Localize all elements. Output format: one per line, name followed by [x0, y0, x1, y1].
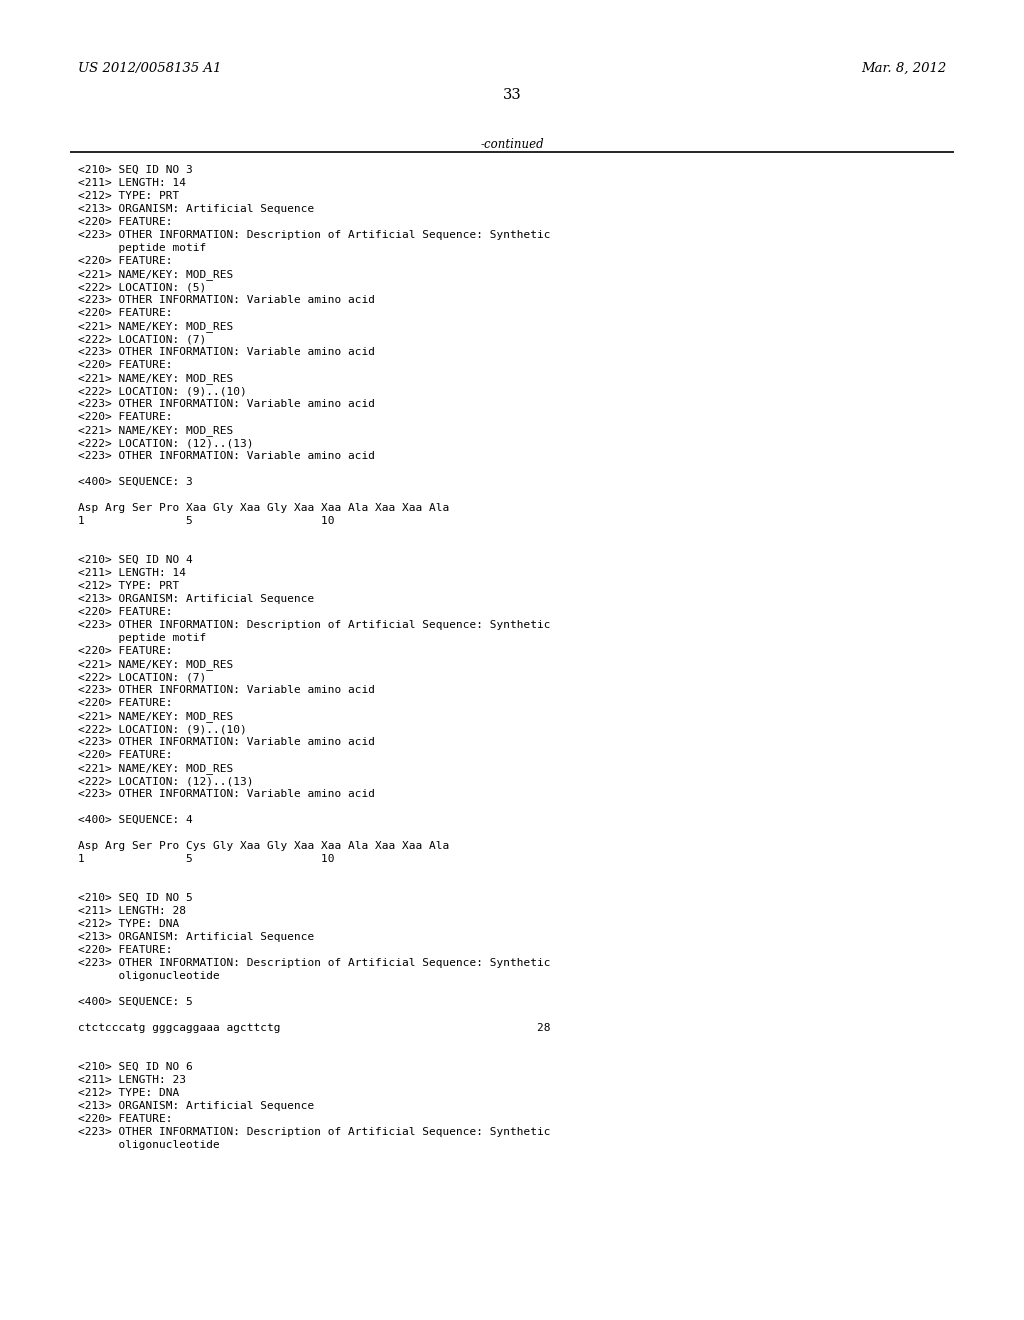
- Text: Mar. 8, 2012: Mar. 8, 2012: [861, 62, 946, 75]
- Text: <213> ORGANISM: Artificial Sequence: <213> ORGANISM: Artificial Sequence: [78, 1101, 314, 1111]
- Text: <220> FEATURE:: <220> FEATURE:: [78, 216, 172, 227]
- Text: peptide motif: peptide motif: [78, 243, 206, 253]
- Text: <221> NAME/KEY: MOD_RES: <221> NAME/KEY: MOD_RES: [78, 659, 233, 671]
- Text: <213> ORGANISM: Artificial Sequence: <213> ORGANISM: Artificial Sequence: [78, 594, 314, 605]
- Text: Asp Arg Ser Pro Xaa Gly Xaa Gly Xaa Xaa Ala Xaa Xaa Ala: Asp Arg Ser Pro Xaa Gly Xaa Gly Xaa Xaa …: [78, 503, 450, 513]
- Text: <223> OTHER INFORMATION: Variable amino acid: <223> OTHER INFORMATION: Variable amino …: [78, 789, 375, 799]
- Text: <221> NAME/KEY: MOD_RES: <221> NAME/KEY: MOD_RES: [78, 269, 233, 280]
- Text: <211> LENGTH: 23: <211> LENGTH: 23: [78, 1074, 186, 1085]
- Text: <223> OTHER INFORMATION: Description of Artificial Sequence: Synthetic: <223> OTHER INFORMATION: Description of …: [78, 230, 551, 240]
- Text: <221> NAME/KEY: MOD_RES: <221> NAME/KEY: MOD_RES: [78, 425, 233, 436]
- Text: <212> TYPE: PRT: <212> TYPE: PRT: [78, 191, 179, 201]
- Text: <223> OTHER INFORMATION: Description of Artificial Sequence: Synthetic: <223> OTHER INFORMATION: Description of …: [78, 1127, 551, 1137]
- Text: <220> FEATURE:: <220> FEATURE:: [78, 750, 172, 760]
- Text: <223> OTHER INFORMATION: Variable amino acid: <223> OTHER INFORMATION: Variable amino …: [78, 451, 375, 461]
- Text: <400> SEQUENCE: 5: <400> SEQUENCE: 5: [78, 997, 193, 1007]
- Text: <223> OTHER INFORMATION: Description of Artificial Sequence: Synthetic: <223> OTHER INFORMATION: Description of …: [78, 620, 551, 630]
- Text: <220> FEATURE:: <220> FEATURE:: [78, 698, 172, 708]
- Text: <222> LOCATION: (12)..(13): <222> LOCATION: (12)..(13): [78, 776, 254, 785]
- Text: <210> SEQ ID NO 6: <210> SEQ ID NO 6: [78, 1063, 193, 1072]
- Text: <212> TYPE: PRT: <212> TYPE: PRT: [78, 581, 179, 591]
- Text: <211> LENGTH: 28: <211> LENGTH: 28: [78, 906, 186, 916]
- Text: <223> OTHER INFORMATION: Variable amino acid: <223> OTHER INFORMATION: Variable amino …: [78, 737, 375, 747]
- Text: <221> NAME/KEY: MOD_RES: <221> NAME/KEY: MOD_RES: [78, 374, 233, 384]
- Text: <220> FEATURE:: <220> FEATURE:: [78, 607, 172, 616]
- Text: <222> LOCATION: (9)..(10): <222> LOCATION: (9)..(10): [78, 723, 247, 734]
- Text: oligonucleotide: oligonucleotide: [78, 1140, 220, 1150]
- Text: ctctcccatg gggcaggaaa agcttctg                                      28: ctctcccatg gggcaggaaa agcttctg 28: [78, 1023, 551, 1034]
- Text: <210> SEQ ID NO 5: <210> SEQ ID NO 5: [78, 894, 193, 903]
- Text: <220> FEATURE:: <220> FEATURE:: [78, 945, 172, 954]
- Text: <213> ORGANISM: Artificial Sequence: <213> ORGANISM: Artificial Sequence: [78, 932, 314, 942]
- Text: <222> LOCATION: (12)..(13): <222> LOCATION: (12)..(13): [78, 438, 254, 447]
- Text: <220> FEATURE:: <220> FEATURE:: [78, 1114, 172, 1125]
- Text: <222> LOCATION: (5): <222> LOCATION: (5): [78, 282, 206, 292]
- Text: Asp Arg Ser Pro Cys Gly Xaa Gly Xaa Xaa Ala Xaa Xaa Ala: Asp Arg Ser Pro Cys Gly Xaa Gly Xaa Xaa …: [78, 841, 450, 851]
- Text: 33: 33: [503, 88, 521, 102]
- Text: <400> SEQUENCE: 4: <400> SEQUENCE: 4: [78, 814, 193, 825]
- Text: <220> FEATURE:: <220> FEATURE:: [78, 412, 172, 422]
- Text: 1               5                   10: 1 5 10: [78, 854, 335, 865]
- Text: <222> LOCATION: (9)..(10): <222> LOCATION: (9)..(10): [78, 385, 247, 396]
- Text: <212> TYPE: DNA: <212> TYPE: DNA: [78, 919, 179, 929]
- Text: peptide motif: peptide motif: [78, 634, 206, 643]
- Text: <221> NAME/KEY: MOD_RES: <221> NAME/KEY: MOD_RES: [78, 763, 233, 774]
- Text: <212> TYPE: DNA: <212> TYPE: DNA: [78, 1088, 179, 1098]
- Text: oligonucleotide: oligonucleotide: [78, 972, 220, 981]
- Text: <222> LOCATION: (7): <222> LOCATION: (7): [78, 334, 206, 345]
- Text: <211> LENGTH: 14: <211> LENGTH: 14: [78, 568, 186, 578]
- Text: US 2012/0058135 A1: US 2012/0058135 A1: [78, 62, 221, 75]
- Text: <221> NAME/KEY: MOD_RES: <221> NAME/KEY: MOD_RES: [78, 321, 233, 331]
- Text: <213> ORGANISM: Artificial Sequence: <213> ORGANISM: Artificial Sequence: [78, 205, 314, 214]
- Text: <223> OTHER INFORMATION: Variable amino acid: <223> OTHER INFORMATION: Variable amino …: [78, 347, 375, 356]
- Text: <211> LENGTH: 14: <211> LENGTH: 14: [78, 178, 186, 187]
- Text: <223> OTHER INFORMATION: Variable amino acid: <223> OTHER INFORMATION: Variable amino …: [78, 294, 375, 305]
- Text: <210> SEQ ID NO 4: <210> SEQ ID NO 4: [78, 554, 193, 565]
- Text: 1               5                   10: 1 5 10: [78, 516, 335, 525]
- Text: <220> FEATURE:: <220> FEATURE:: [78, 645, 172, 656]
- Text: <223> OTHER INFORMATION: Variable amino acid: <223> OTHER INFORMATION: Variable amino …: [78, 399, 375, 409]
- Text: <222> LOCATION: (7): <222> LOCATION: (7): [78, 672, 206, 682]
- Text: -continued: -continued: [480, 139, 544, 150]
- Text: <223> OTHER INFORMATION: Description of Artificial Sequence: Synthetic: <223> OTHER INFORMATION: Description of …: [78, 958, 551, 968]
- Text: <210> SEQ ID NO 3: <210> SEQ ID NO 3: [78, 165, 193, 176]
- Text: <223> OTHER INFORMATION: Variable amino acid: <223> OTHER INFORMATION: Variable amino …: [78, 685, 375, 696]
- Text: <221> NAME/KEY: MOD_RES: <221> NAME/KEY: MOD_RES: [78, 711, 233, 722]
- Text: <220> FEATURE:: <220> FEATURE:: [78, 360, 172, 370]
- Text: <400> SEQUENCE: 3: <400> SEQUENCE: 3: [78, 477, 193, 487]
- Text: <220> FEATURE:: <220> FEATURE:: [78, 308, 172, 318]
- Text: <220> FEATURE:: <220> FEATURE:: [78, 256, 172, 267]
